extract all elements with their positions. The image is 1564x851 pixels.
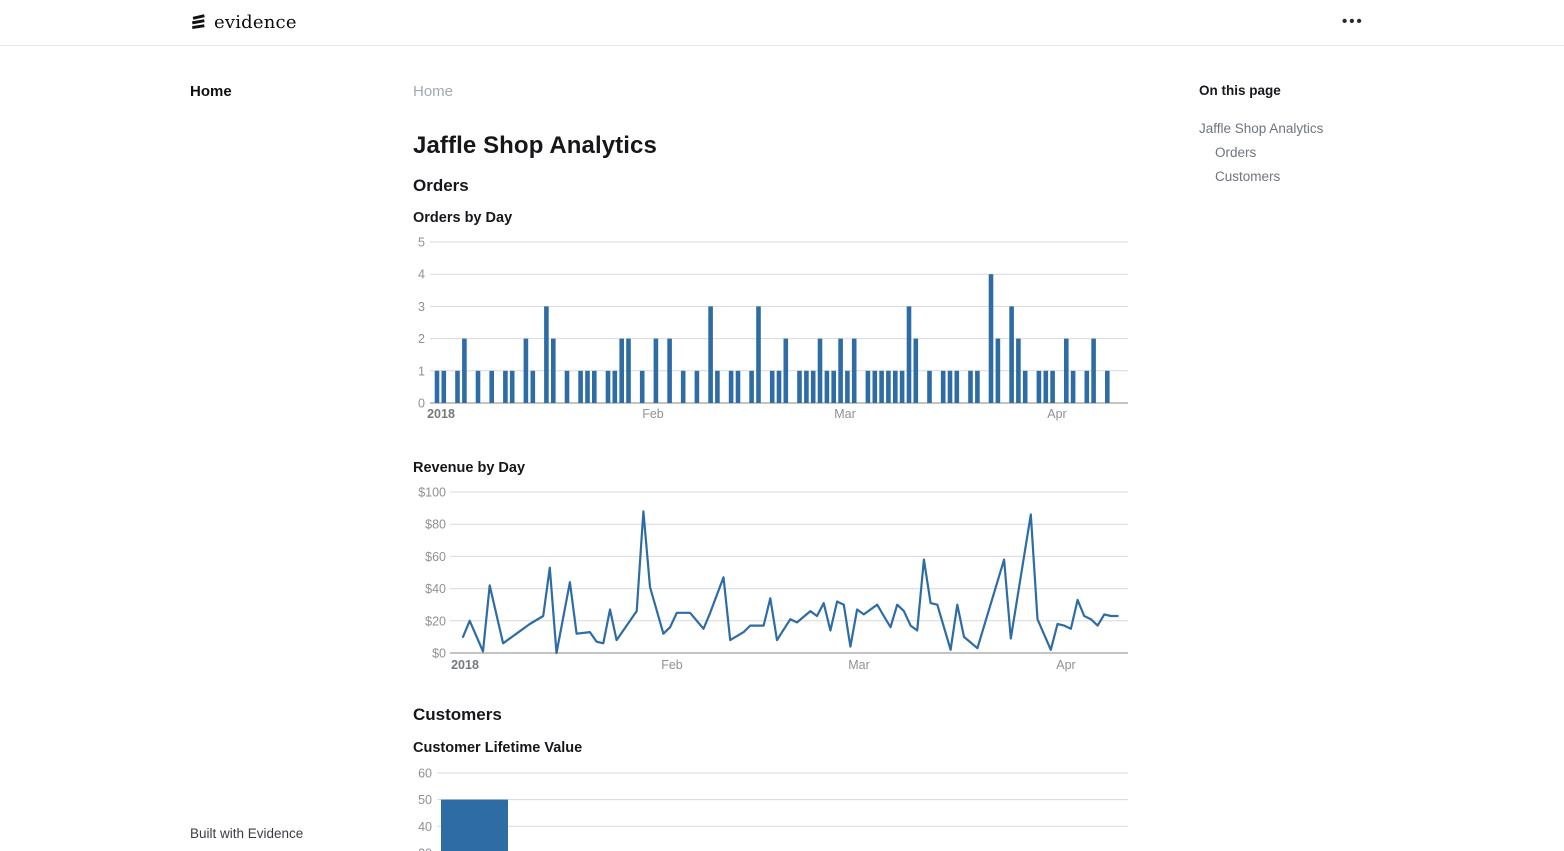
toc-item-orders[interactable]: Orders: [1215, 145, 1257, 160]
main-content: Home Jaffle Shop Analytics Orders Orders…: [413, 83, 1128, 851]
section-heading-orders: Orders: [413, 176, 469, 195]
chart-title-orders-by-day: Orders by Day: [413, 210, 513, 226]
chart-title-revenue-by-day: Revenue by Day: [413, 460, 526, 476]
svg-text:2018: 2018: [451, 658, 479, 672]
built-with-evidence-link[interactable]: Built with Evidence: [190, 826, 304, 841]
toc-list: Jaffle Shop Analytics Orders Customers: [1199, 117, 1419, 189]
svg-text:Mar: Mar: [834, 407, 856, 421]
svg-text:Apr: Apr: [1056, 658, 1075, 672]
sidebar-item-home[interactable]: Home: [190, 83, 232, 100]
evidence-logo-icon: [190, 14, 207, 31]
brand-wordmark: evidence: [214, 12, 297, 33]
svg-text:$0: $0: [432, 647, 446, 661]
toc-item-jaffle-shop-analytics[interactable]: Jaffle Shop Analytics: [1199, 121, 1324, 136]
customer-lifetime-value-chart[interactable]: 60 50 40 30: [413, 763, 1128, 851]
svg-text:Feb: Feb: [661, 658, 683, 672]
svg-text:1: 1: [418, 364, 425, 378]
svg-text:$40: $40: [425, 582, 446, 596]
app-header: evidence •••: [0, 0, 1564, 46]
section-heading-customers: Customers: [413, 705, 502, 724]
svg-text:50: 50: [418, 793, 432, 807]
svg-text:2: 2: [418, 332, 425, 346]
chart-title-customer-lifetime-value: Customer Lifetime Value: [413, 740, 583, 756]
svg-text:Mar: Mar: [848, 658, 870, 672]
toc-item-customers[interactable]: Customers: [1215, 169, 1281, 184]
svg-text:40: 40: [418, 820, 432, 834]
svg-text:$80: $80: [425, 518, 446, 532]
svg-text:3: 3: [418, 300, 425, 314]
breadcrumb[interactable]: Home: [413, 83, 454, 100]
left-sidebar: Home: [190, 83, 413, 851]
page-layout: Home Home Jaffle Shop Analytics Orders O…: [0, 46, 1564, 851]
ellipsis-menu-button[interactable]: •••: [1342, 13, 1364, 31]
svg-text:0: 0: [418, 397, 425, 411]
svg-text:60: 60: [418, 767, 432, 781]
svg-text:$60: $60: [425, 550, 446, 564]
svg-text:4: 4: [418, 268, 425, 282]
svg-text:2018: 2018: [427, 407, 455, 421]
svg-text:$20: $20: [425, 614, 446, 628]
svg-text:Apr: Apr: [1047, 407, 1066, 421]
svg-text:5: 5: [418, 236, 425, 250]
svg-text:Feb: Feb: [642, 407, 664, 421]
on-this-page-panel: On this page Jaffle Shop Analytics Order…: [1199, 83, 1419, 851]
toc-title: On this page: [1199, 83, 1281, 98]
svg-text:$100: $100: [418, 486, 446, 500]
page-title: Jaffle Shop Analytics: [413, 132, 657, 159]
evidence-home-link[interactable]: evidence: [190, 12, 297, 33]
ellipsis-icon: •••: [1342, 13, 1364, 30]
revenue-by-day-chart[interactable]: $0 $20 $40 $60 $80 $100 2018 Feb Mar Apr: [413, 480, 1128, 680]
svg-text:30: 30: [418, 846, 432, 851]
